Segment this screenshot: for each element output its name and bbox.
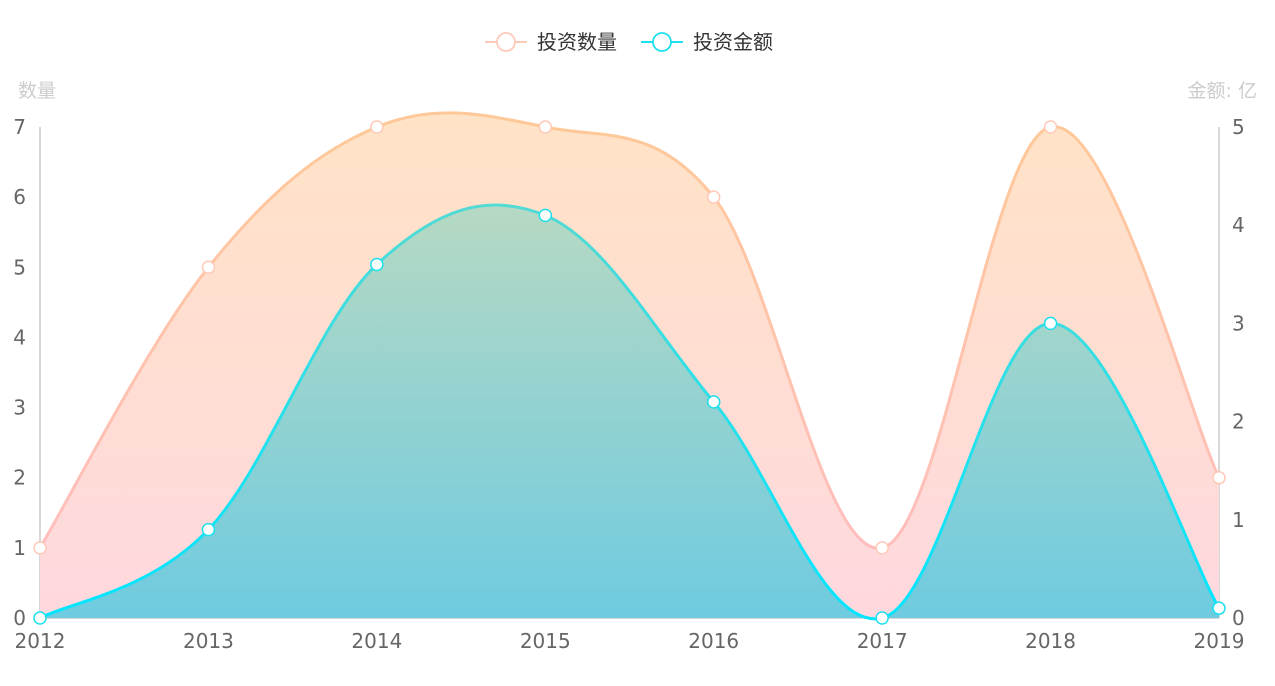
- legend[interactable]: 投资数量 投资金额: [485, 30, 773, 54]
- data-point: [706, 395, 721, 409]
- data-point: [875, 541, 889, 555]
- data-point: [201, 260, 216, 275]
- y-right-tick-label: 5: [1232, 115, 1245, 139]
- legend-circle-icon: [496, 32, 516, 52]
- legend-item[interactable]: 投资数量: [485, 30, 617, 54]
- legend-circle-icon: [652, 32, 672, 52]
- y-left-tick-label: 5: [13, 255, 26, 279]
- data-point: [370, 120, 384, 134]
- legend-label: 投资数量: [537, 30, 617, 54]
- x-tick-label: 2019: [1194, 629, 1245, 653]
- x-tick-label: 2013: [183, 629, 234, 653]
- y-right-tick-label: 3: [1232, 311, 1245, 335]
- legend-item[interactable]: 投资金额: [641, 30, 773, 54]
- data-point: [875, 611, 889, 625]
- data-point: [370, 257, 384, 272]
- y-right-tick-label: 2: [1232, 410, 1245, 434]
- y-right-axis-label: 金额: 亿: [1188, 80, 1257, 102]
- y-right-tick-label: 0: [1232, 606, 1245, 630]
- data-point: [1212, 470, 1226, 485]
- data-point: [538, 208, 553, 223]
- y-left-tick-label: 1: [13, 536, 26, 560]
- x-tick-label: 2015: [520, 629, 571, 653]
- data-point: [33, 541, 47, 555]
- series-area-1: [40, 204, 1219, 619]
- y-left-axis-label: 数量: [18, 80, 56, 102]
- data-point: [33, 611, 47, 625]
- y-left-tick-label: 2: [13, 466, 26, 490]
- data-point: [201, 522, 216, 537]
- y-right-tick-label: 4: [1232, 213, 1245, 237]
- x-tick-label: 2018: [1025, 629, 1076, 653]
- y-left-tick-label: 0: [13, 606, 26, 630]
- data-point: [1043, 316, 1058, 331]
- y-left-tick-label: 7: [13, 115, 26, 139]
- data-point: [538, 120, 553, 134]
- data-point: [706, 190, 721, 204]
- data-point: [1043, 120, 1058, 134]
- y-left-tick-label: 4: [13, 325, 26, 349]
- x-tick-label: 2017: [857, 629, 908, 653]
- data-point: [1212, 601, 1226, 615]
- y-left-tick-label: 6: [13, 185, 26, 209]
- y-left-tick-label: 3: [13, 396, 26, 420]
- x-tick-label: 2016: [688, 629, 739, 653]
- x-tick-label: 2012: [15, 629, 66, 653]
- x-tick-label: 2014: [351, 629, 402, 653]
- y-right-tick-label: 1: [1232, 508, 1245, 532]
- legend-label: 投资金额: [693, 30, 773, 54]
